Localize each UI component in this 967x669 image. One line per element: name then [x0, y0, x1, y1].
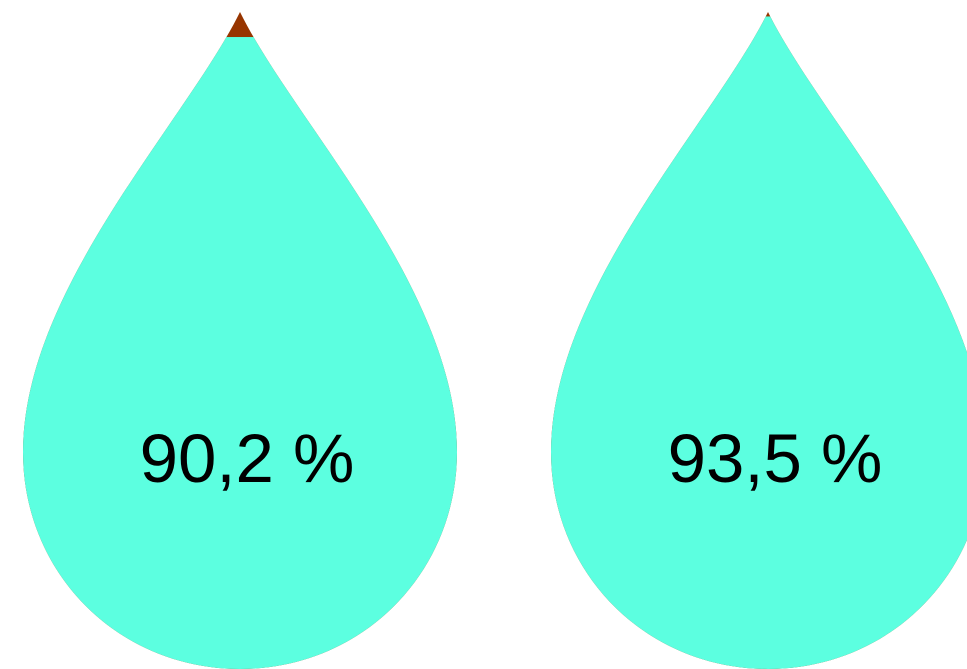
droplet-1-filled-part	[23, 37, 457, 669]
droplet-1: 90,2 %	[23, 12, 457, 669]
droplet-2: 93,5 %	[551, 12, 967, 669]
droplet-2-value-label: 93,5 %	[668, 420, 883, 497]
droplet-1-value-label: 90,2 %	[140, 420, 355, 497]
droplet-2-filled-part	[551, 16, 967, 669]
